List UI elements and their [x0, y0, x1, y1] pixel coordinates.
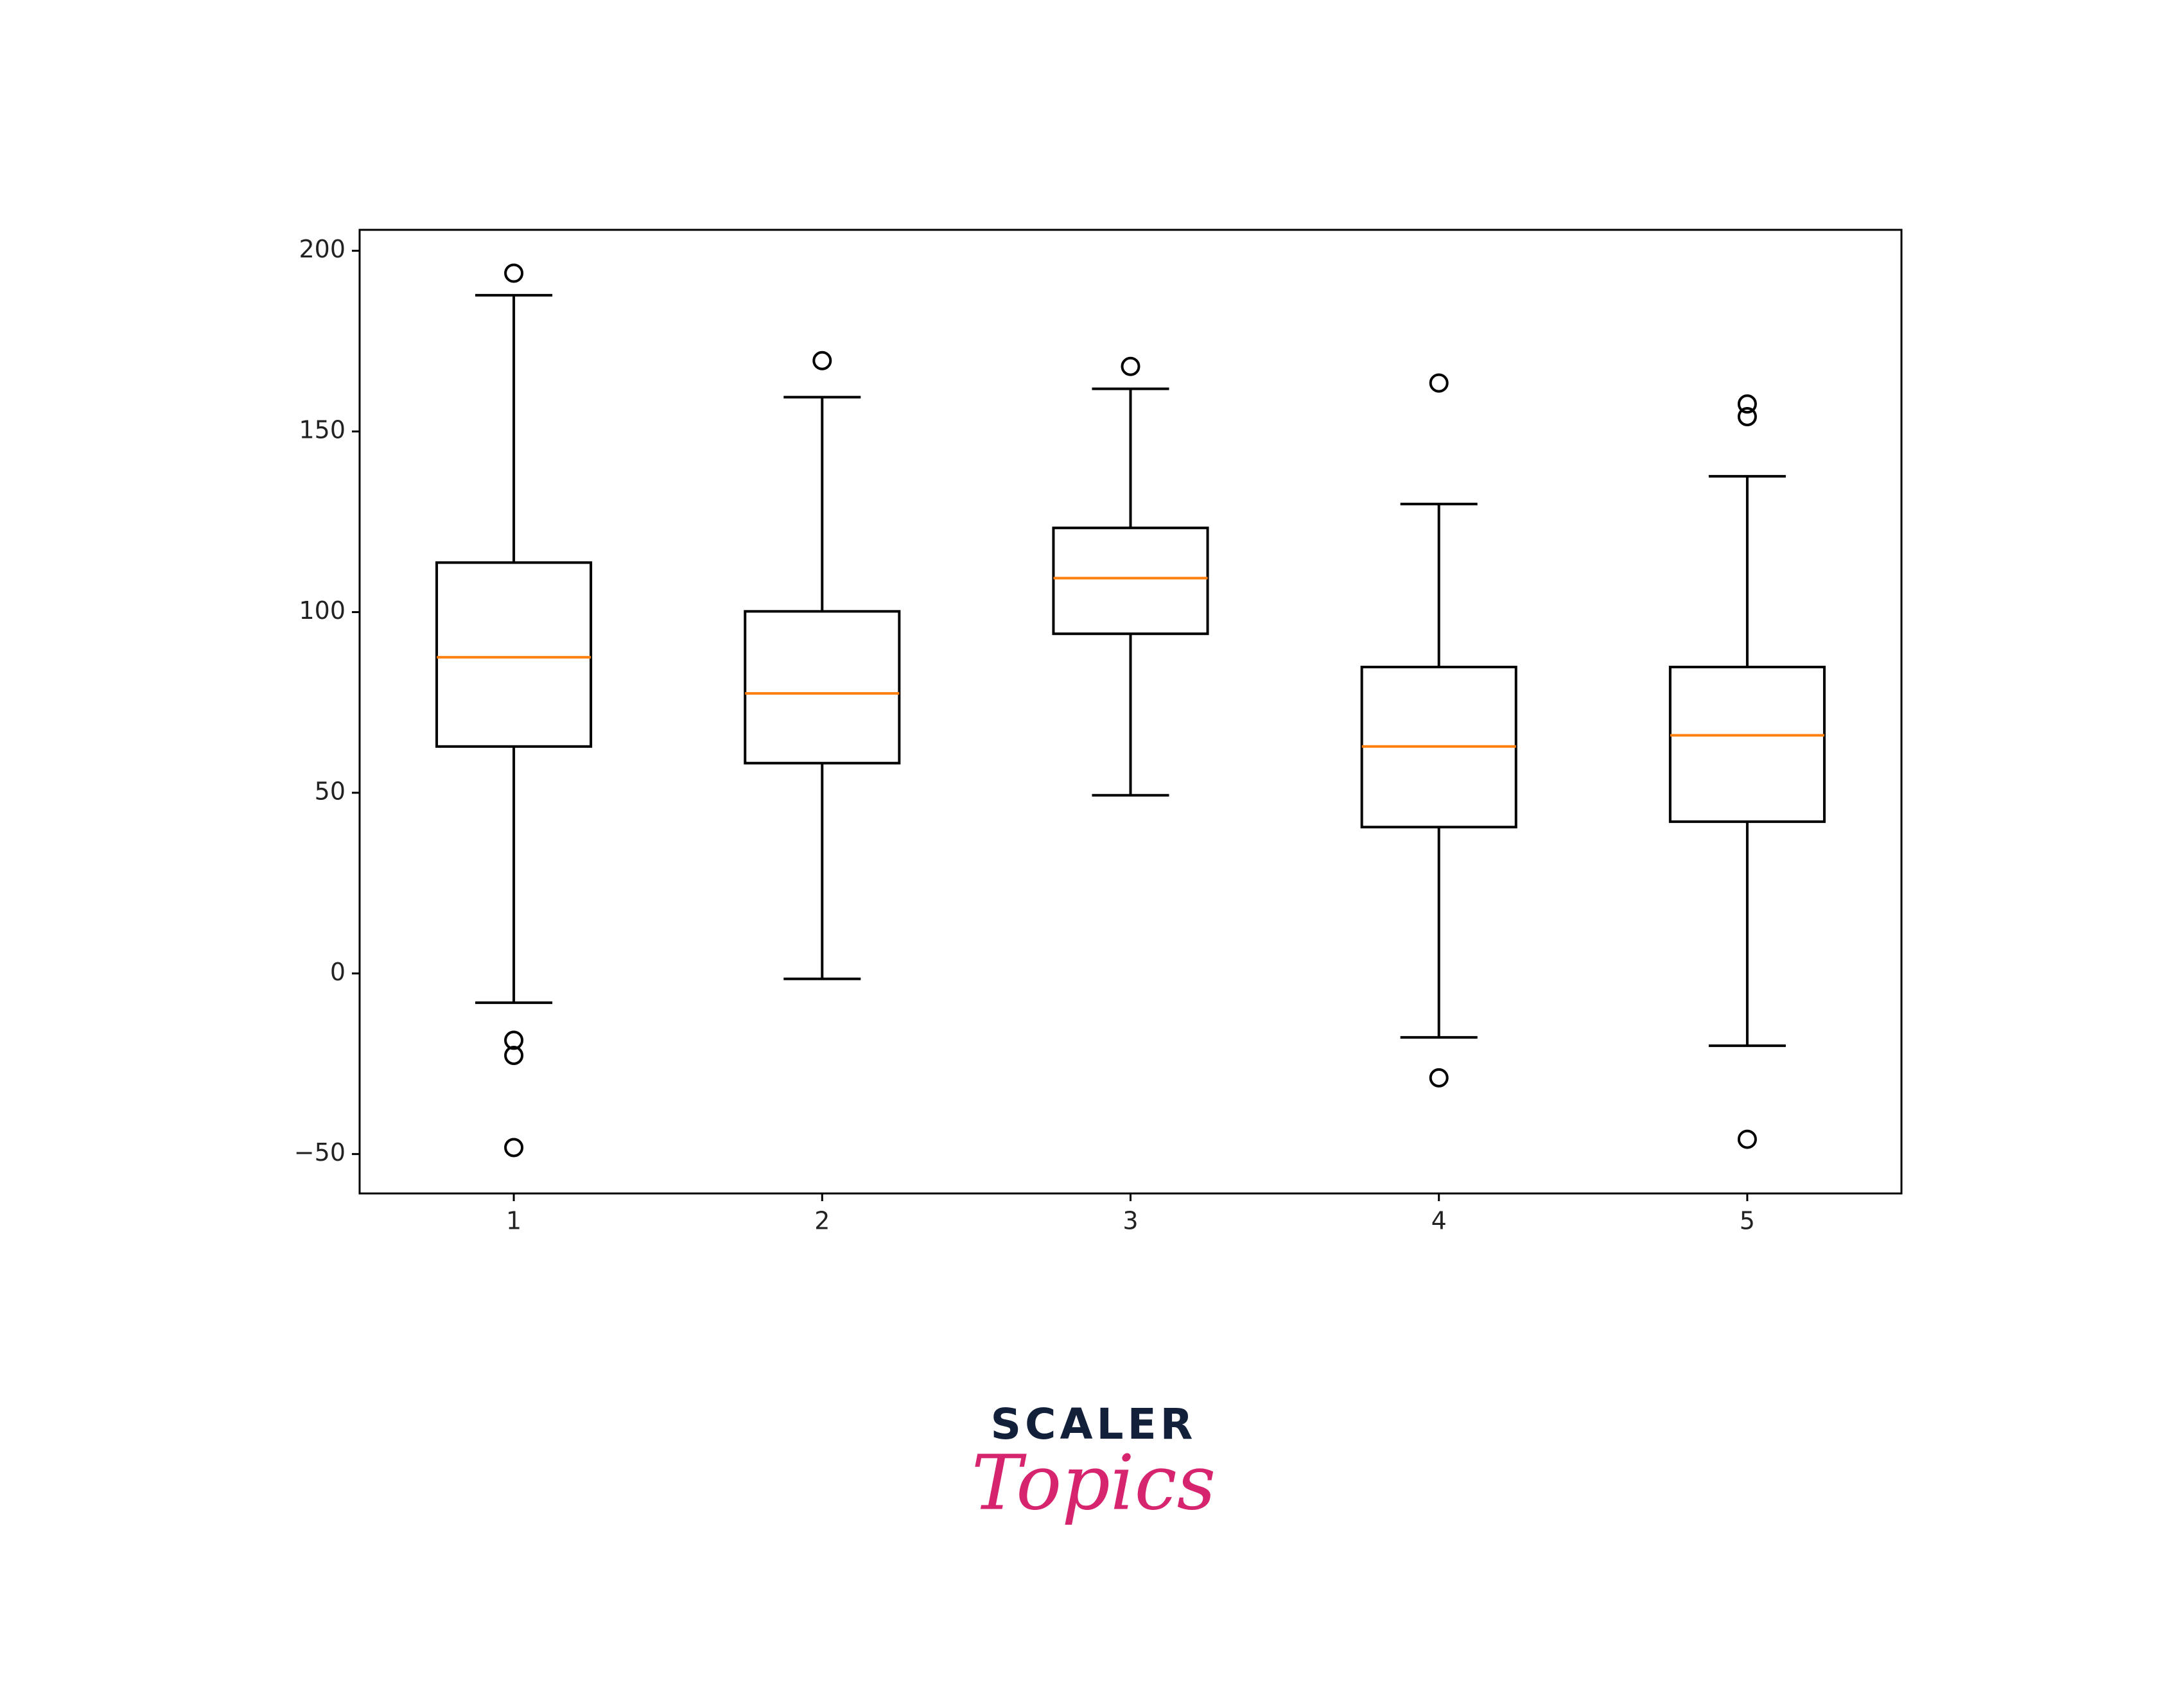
y-tick-label: 0 [330, 958, 345, 986]
flier [812, 351, 832, 370]
x-tick-label: 5 [1740, 1207, 1755, 1235]
flier [1121, 356, 1140, 376]
x-tick-label: 2 [814, 1207, 830, 1235]
flier [504, 1030, 524, 1050]
y-tick-label: 50 [315, 777, 345, 805]
y-tick-label: −50 [294, 1138, 345, 1166]
x-tick-label: 1 [506, 1207, 521, 1235]
flier [504, 1138, 524, 1157]
flier [1429, 1068, 1449, 1088]
x-tick-label: 3 [1123, 1207, 1138, 1235]
flier [1737, 406, 1757, 426]
flier [1737, 1129, 1757, 1149]
logo-tagline: Topics [972, 1439, 1216, 1527]
box [1052, 526, 1209, 636]
y-tick-label: 100 [299, 596, 345, 625]
y-tick-label: 200 [299, 235, 345, 263]
flier [1737, 394, 1757, 414]
flier [504, 263, 524, 283]
flier [504, 1046, 524, 1066]
box [1668, 665, 1826, 823]
flier [1429, 373, 1449, 393]
box [435, 561, 593, 748]
x-tick-label: 4 [1431, 1207, 1447, 1235]
logo-name: SCALER [990, 1400, 1196, 1449]
y-tick-label: 150 [299, 416, 345, 444]
box [744, 610, 901, 765]
